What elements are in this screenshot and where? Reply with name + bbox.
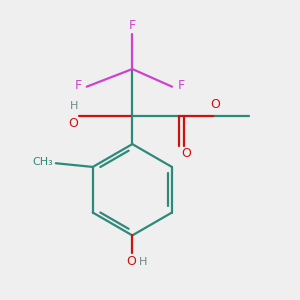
Text: O: O <box>210 98 220 111</box>
Text: F: F <box>177 79 184 92</box>
Text: O: O <box>126 254 136 268</box>
Text: O: O <box>68 117 78 130</box>
Text: O: O <box>181 147 191 160</box>
Text: H: H <box>139 256 147 267</box>
Text: F: F <box>74 79 81 92</box>
Text: H: H <box>70 101 78 111</box>
Text: F: F <box>129 19 136 32</box>
Text: CH₃: CH₃ <box>32 157 53 167</box>
